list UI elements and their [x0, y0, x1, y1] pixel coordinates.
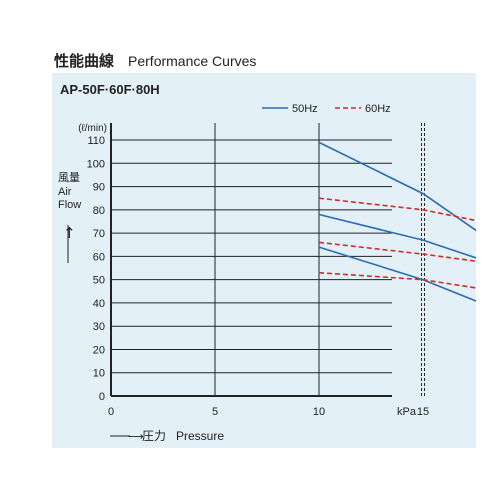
series-line-ap-80h-60hz	[318, 197, 476, 222]
y-axis-arrow: ↑	[63, 224, 76, 242]
x-axis-arrow: ⟶	[128, 430, 144, 443]
y-tick-label-10: 10	[93, 368, 105, 380]
y-tick-label-80: 80	[93, 205, 105, 217]
series-line-ap-80h-50hz	[318, 141, 476, 232]
chart-title-english: Performance Curves	[128, 53, 257, 69]
y-tick-label-40: 40	[93, 298, 105, 310]
y-tick-label-90: 90	[93, 182, 105, 194]
chart-panel: AP-50F·60F·80H 50Hz 60Hz 0 10 20 30 40 50 60 70 80 9…	[52, 73, 476, 448]
y-tick-label-110: 110	[87, 135, 105, 147]
y-tick-label-20: 20	[93, 344, 105, 356]
y-tick-label-100: 100	[87, 158, 105, 170]
y-tick-label-50: 50	[93, 275, 105, 287]
x-tick-label-0: 0	[108, 406, 114, 418]
y-tick-label-0: 0	[99, 391, 105, 403]
x-tick-label-10: 10	[313, 406, 325, 418]
series-line-ap-60f-50hz	[318, 213, 476, 259]
x-tick-label-15: 15	[417, 406, 429, 418]
chart-heading: 性能曲線 Performance Curves	[54, 50, 256, 71]
series-line-ap-50f-60hz	[318, 271, 476, 289]
y-tick-label-60: 60	[93, 251, 105, 263]
x-tick-label-5: 5	[212, 406, 218, 418]
series-line-ap-60f-60hz	[318, 241, 476, 262]
y-axis-title-en-2: Flow	[58, 199, 81, 211]
legend-label-50hz: 50Hz	[292, 103, 318, 115]
chart-subtitle: AP-50F·60F·80H	[60, 82, 160, 97]
x-unit-label: kPa	[397, 406, 417, 418]
y-axis-title-en-1: Air	[58, 186, 72, 198]
series-line-ap-50f-50hz	[318, 246, 476, 302]
legend-label-60hz: 60Hz	[365, 103, 391, 115]
x-axis-title-en: Pressure	[176, 429, 224, 443]
y-axis-title-ja: 風量	[58, 171, 80, 184]
y-tick-label-70: 70	[93, 228, 105, 240]
x-axis-title-ja: 圧力	[142, 429, 166, 443]
y-unit-label: (ℓ/min)	[78, 123, 107, 134]
chart-title-japanese: 性能曲線	[54, 52, 115, 70]
y-tick-label-30: 30	[93, 321, 105, 333]
